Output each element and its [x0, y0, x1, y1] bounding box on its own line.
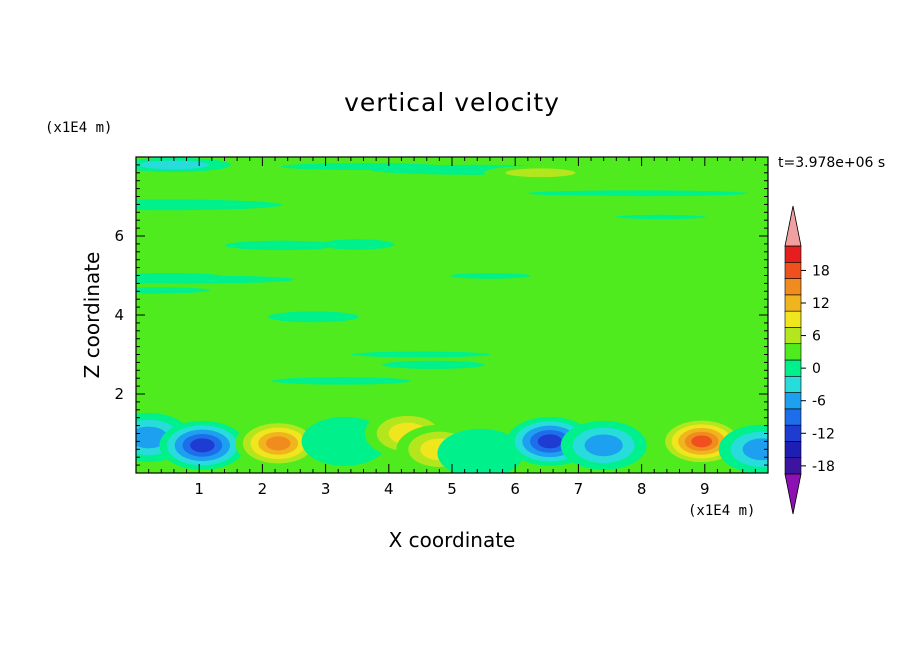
field-streak [506, 333, 591, 340]
field-streak [540, 227, 719, 232]
y-axis-unit: (x1E4 m) [45, 120, 113, 136]
colorbar: 18 12 6 0 -6 -12 -18 [784, 205, 835, 515]
contour-level [437, 428, 524, 473]
field-streak [450, 272, 531, 279]
colorbar-tick-label: 18 [812, 263, 830, 279]
x-tick-label: 9 [700, 480, 710, 498]
contour-level [505, 168, 576, 178]
contour-level [537, 434, 563, 449]
y-axis-label: Z coordinate [80, 251, 104, 379]
colorbar-box [784, 457, 802, 475]
chart-title: vertical velocity [344, 88, 560, 117]
field-streak [136, 287, 211, 294]
x-axis-label: X coordinate [388, 528, 516, 552]
x-tick-label: 4 [384, 480, 394, 498]
colorbar-max-arrow [784, 205, 802, 247]
colorbar-box [784, 392, 802, 410]
field-streak [351, 351, 491, 358]
contour-level [691, 435, 713, 448]
y-tick-label: 2 [114, 385, 124, 403]
colorbar-min-arrow [784, 473, 802, 515]
colorbar-box [784, 245, 802, 263]
colorbar-box [784, 408, 802, 426]
contour-level [138, 160, 209, 170]
colorbar-box [784, 278, 802, 296]
field-background [136, 157, 768, 473]
field-streak [136, 272, 225, 281]
axes: 1 2 3 4 5 6 7 8 9 2 4 6 [114, 156, 769, 498]
field-streak [516, 214, 605, 223]
field-streak [615, 214, 707, 220]
contour-level [265, 436, 291, 451]
colorbar-box [784, 375, 802, 393]
x-tick-label: 8 [637, 480, 647, 498]
colorbar-box [784, 327, 802, 345]
field-streak [614, 379, 768, 389]
x-tick-label: 7 [574, 480, 584, 498]
colorbar-box [784, 294, 802, 312]
field-streak [692, 261, 768, 269]
colorbar-box [784, 310, 802, 328]
colorbar-tick-label: -18 [812, 459, 835, 475]
colorbar-tick-label: 6 [812, 329, 821, 345]
contour-level [190, 438, 215, 453]
field-streak [422, 215, 542, 221]
field-streak [164, 328, 274, 338]
field-streak [490, 195, 676, 205]
field-streak [473, 251, 666, 257]
colorbar-tick-label: 12 [812, 296, 830, 312]
x-tick-label: 5 [447, 480, 457, 498]
field-streak [526, 190, 748, 197]
field-streak [382, 360, 485, 369]
colorbar-box [784, 424, 802, 442]
field-streak [136, 181, 234, 190]
colorbar-box [784, 359, 802, 377]
x-tick-label: 2 [258, 480, 268, 498]
field-streak [136, 199, 283, 211]
field-streak [271, 377, 411, 385]
field-streak [224, 240, 339, 251]
x-tick-label: 6 [510, 480, 520, 498]
field-streak [315, 384, 533, 393]
contour-level [742, 438, 768, 461]
field-streak [320, 239, 395, 250]
x-tick-label: 1 [194, 480, 204, 498]
colorbar-tick-label: -6 [812, 394, 826, 410]
x-tick-label: 3 [321, 480, 331, 498]
contour-level [584, 434, 623, 457]
plot-area [136, 157, 768, 473]
time-label: t=3.978e+06 s [778, 155, 886, 171]
x-axis-unit: (x1E4 m) [688, 503, 756, 519]
field-streak [268, 311, 359, 323]
colorbar-box [784, 343, 802, 361]
colorbar-box [784, 261, 802, 279]
colorbar-tick-label: -12 [812, 426, 835, 442]
y-tick-label: 4 [114, 306, 124, 324]
colorbar-tick-label: 0 [812, 361, 821, 377]
colorbar-box [784, 441, 802, 459]
y-tick-label: 6 [114, 227, 124, 245]
